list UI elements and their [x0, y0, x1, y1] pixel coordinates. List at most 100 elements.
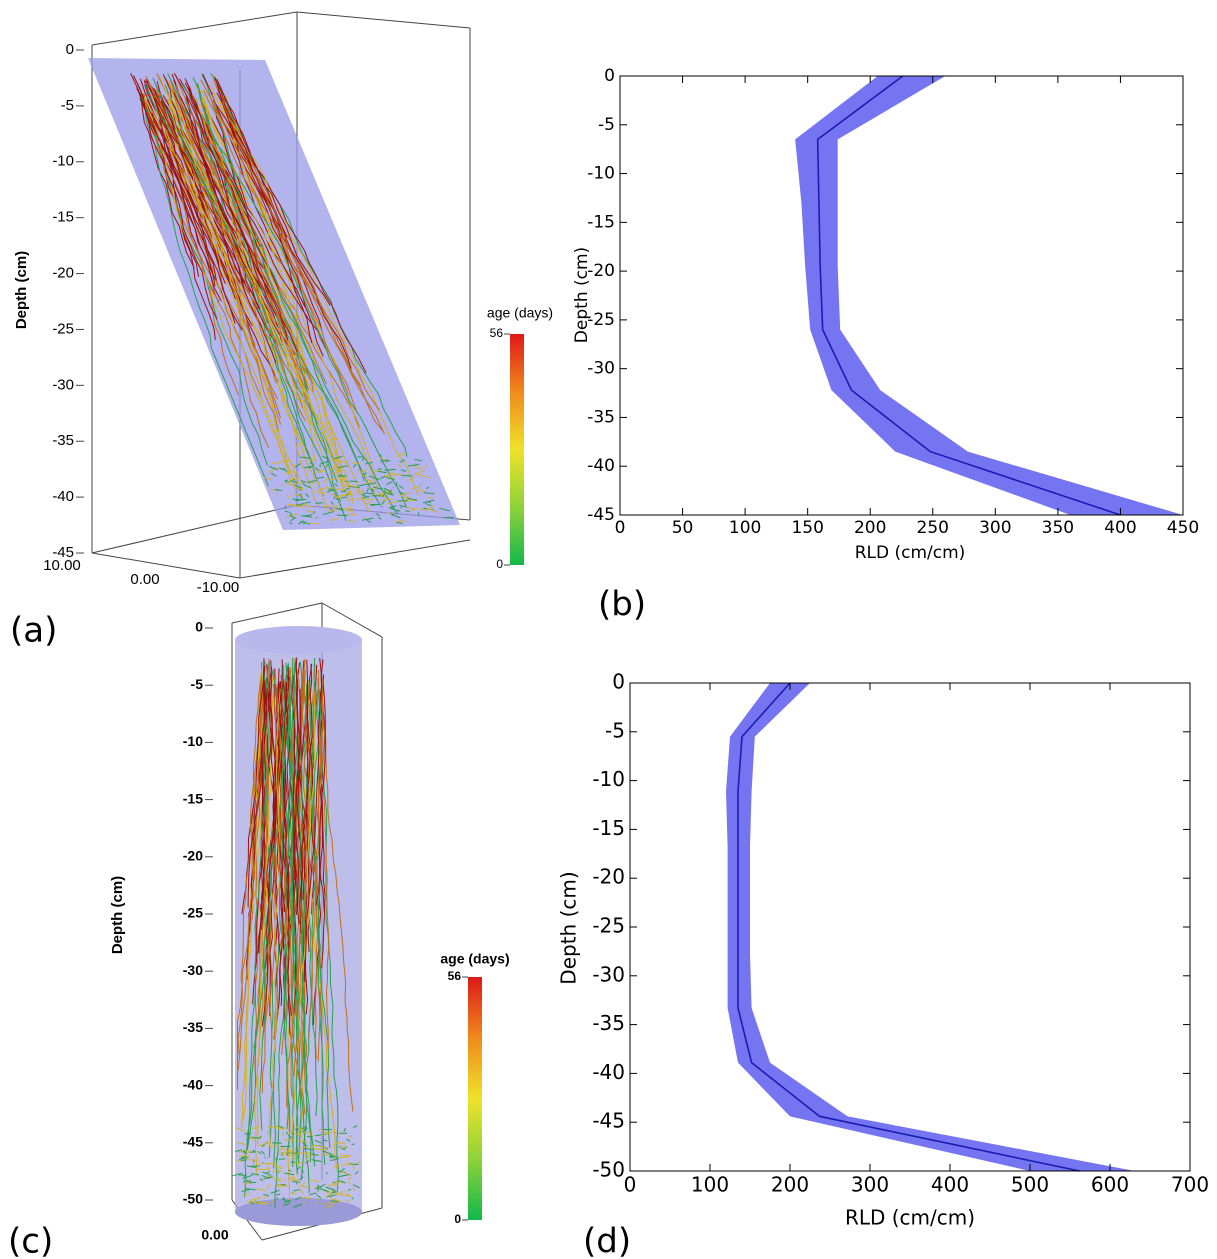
root	[302, 504, 315, 508]
root	[192, 77, 314, 466]
root	[216, 92, 367, 374]
root	[151, 96, 292, 484]
root	[137, 83, 218, 320]
root	[298, 493, 302, 497]
root	[275, 488, 282, 492]
y-tick-label: -35	[592, 1011, 625, 1035]
root	[317, 486, 331, 492]
root	[357, 483, 370, 487]
root	[313, 659, 324, 1026]
root	[366, 488, 369, 493]
y-tick-label: -10	[587, 164, 615, 184]
root	[243, 1179, 246, 1184]
root	[246, 1159, 259, 1162]
x-tick-label: 450	[1167, 518, 1199, 538]
root	[339, 474, 344, 477]
root	[138, 88, 328, 509]
root	[290, 516, 297, 522]
root	[425, 502, 432, 507]
x-tick-label: 100	[691, 1173, 729, 1197]
x-tick-label: -10.00	[197, 579, 240, 596]
x-tick-label: 50	[672, 518, 694, 538]
root	[167, 93, 323, 455]
root	[424, 465, 429, 468]
root	[377, 468, 382, 470]
root	[236, 1159, 242, 1162]
root	[330, 1198, 341, 1202]
root	[291, 1132, 295, 1136]
root	[287, 691, 300, 1164]
panel-label: (c)	[8, 1222, 53, 1259]
root	[369, 475, 380, 481]
root	[361, 517, 374, 521]
root	[317, 1187, 329, 1193]
root	[346, 492, 350, 496]
root	[318, 470, 323, 474]
root	[338, 1174, 350, 1178]
root	[266, 1171, 270, 1174]
root	[290, 1131, 300, 1135]
root	[270, 1204, 272, 1207]
root	[386, 500, 398, 505]
root	[293, 661, 304, 1162]
root	[314, 466, 320, 472]
root	[346, 1160, 351, 1164]
root	[422, 499, 435, 504]
root	[286, 494, 290, 499]
root	[284, 510, 290, 513]
root	[272, 1170, 282, 1172]
root	[140, 91, 269, 487]
root	[311, 1153, 319, 1156]
x-tick-label: 200	[771, 1173, 809, 1197]
y-tick-label: -40	[592, 1060, 625, 1084]
root	[244, 1150, 247, 1154]
root	[259, 1178, 263, 1182]
root	[339, 1168, 345, 1173]
y-tick-label: -30	[183, 962, 203, 978]
root	[153, 98, 216, 287]
colorbar	[510, 334, 524, 565]
root	[251, 1126, 260, 1130]
root	[268, 465, 278, 471]
root	[329, 508, 333, 511]
x-tick-label: 350	[1042, 518, 1074, 538]
root	[329, 1156, 335, 1159]
root	[297, 502, 306, 508]
root	[255, 1187, 266, 1192]
root	[248, 1179, 252, 1184]
root	[158, 75, 350, 502]
root	[281, 484, 284, 487]
root	[322, 480, 328, 483]
root	[294, 659, 306, 900]
root	[376, 470, 387, 474]
root	[336, 493, 346, 498]
root	[246, 1200, 251, 1205]
root	[354, 1171, 359, 1175]
root	[399, 504, 406, 508]
root	[168, 80, 333, 455]
root	[325, 1171, 329, 1175]
colorbar	[468, 977, 482, 1220]
root	[339, 1154, 352, 1157]
root	[306, 1135, 313, 1138]
root	[277, 1125, 284, 1129]
root	[280, 1147, 287, 1151]
y-axis-label: Depth (cm)	[13, 251, 30, 329]
root	[395, 452, 406, 458]
root	[352, 1186, 355, 1191]
x-tick-label: 300	[851, 1173, 889, 1197]
x-tick-label: 10.00	[43, 557, 81, 574]
root	[395, 481, 398, 486]
root	[298, 1127, 305, 1132]
root	[399, 492, 411, 496]
root	[252, 1149, 255, 1153]
root	[330, 501, 334, 505]
y-tick-label: -25	[52, 320, 74, 337]
root	[302, 1201, 306, 1205]
y-tick-label: -45	[592, 1109, 625, 1133]
root	[281, 666, 316, 1167]
root	[357, 469, 363, 472]
root	[413, 465, 422, 470]
root	[339, 1144, 348, 1149]
